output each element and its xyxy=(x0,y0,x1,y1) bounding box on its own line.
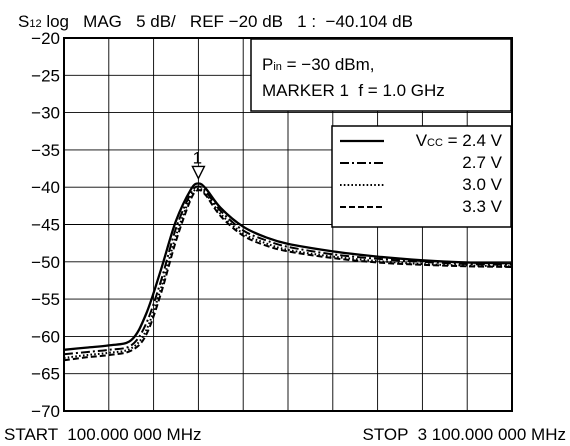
y-tick-label: −65 xyxy=(31,365,60,384)
pin-subscript: in xyxy=(273,61,282,73)
legend-label: 3.3 V xyxy=(462,197,502,216)
param-subscript: 12 xyxy=(29,18,41,30)
marker-label: 1 xyxy=(193,148,202,167)
vcc-value: = 2.4 V xyxy=(443,131,503,150)
series-line-3-3v xyxy=(63,189,513,362)
vcc-subscript: CC xyxy=(427,137,443,149)
legend-items: VCC = 2.4 V 2.7 V 3.0 V 3.3 V xyxy=(340,131,503,216)
y-tick-label: −30 xyxy=(31,104,60,123)
legend xyxy=(331,125,512,228)
y-tick-label: −35 xyxy=(31,141,60,160)
header-format: log MAG 5 dB/ REF −20 dB 1 : −40.104 dB xyxy=(42,12,413,31)
pin-symbol: P xyxy=(262,55,273,74)
y-tick-label: −45 xyxy=(31,216,60,235)
legend-label: VCC = 2.4 V xyxy=(416,131,503,150)
marker-1[interactable]: 1 xyxy=(191,148,206,181)
conditions-box xyxy=(250,38,512,112)
y-tick-label: −20 xyxy=(31,29,60,48)
series-line-2-7v xyxy=(63,185,513,356)
legend-label: 3.0 V xyxy=(462,175,502,194)
y-tick-label: −55 xyxy=(31,290,60,309)
chart-header: S12 log MAG 5 dB/ REF −20 dB 1 : −40.104… xyxy=(18,12,413,31)
y-tick-label: −25 xyxy=(31,66,60,85)
vcc-symbol: V xyxy=(416,131,428,150)
param-name: S xyxy=(18,12,29,31)
marker-frequency-line: MARKER 1 f = 1.0 GHz xyxy=(262,81,445,100)
y-tick-label: −70 xyxy=(31,402,60,421)
series-group xyxy=(63,182,513,362)
stop-frequency: STOP 3 100.000 000 MHz xyxy=(363,425,567,444)
series-line-2-4v xyxy=(63,182,513,351)
pin-value: = −30 dBm, xyxy=(282,55,375,74)
y-tick-label: −60 xyxy=(31,327,60,346)
start-frequency: START 100.000 000 MHz xyxy=(4,425,202,444)
y-tick-labels: −20 −25 −30 −35 −40 −45 −50 −55 −60 −65 −70 xyxy=(31,29,60,421)
y-tick-label: −40 xyxy=(31,178,60,197)
plot-frame xyxy=(63,37,513,412)
pin-line: Pin = −30 dBm, xyxy=(262,55,375,74)
y-tick-label: −50 xyxy=(31,253,60,272)
marker-triangle-icon xyxy=(191,165,206,181)
legend-label: 2.7 V xyxy=(462,153,502,172)
